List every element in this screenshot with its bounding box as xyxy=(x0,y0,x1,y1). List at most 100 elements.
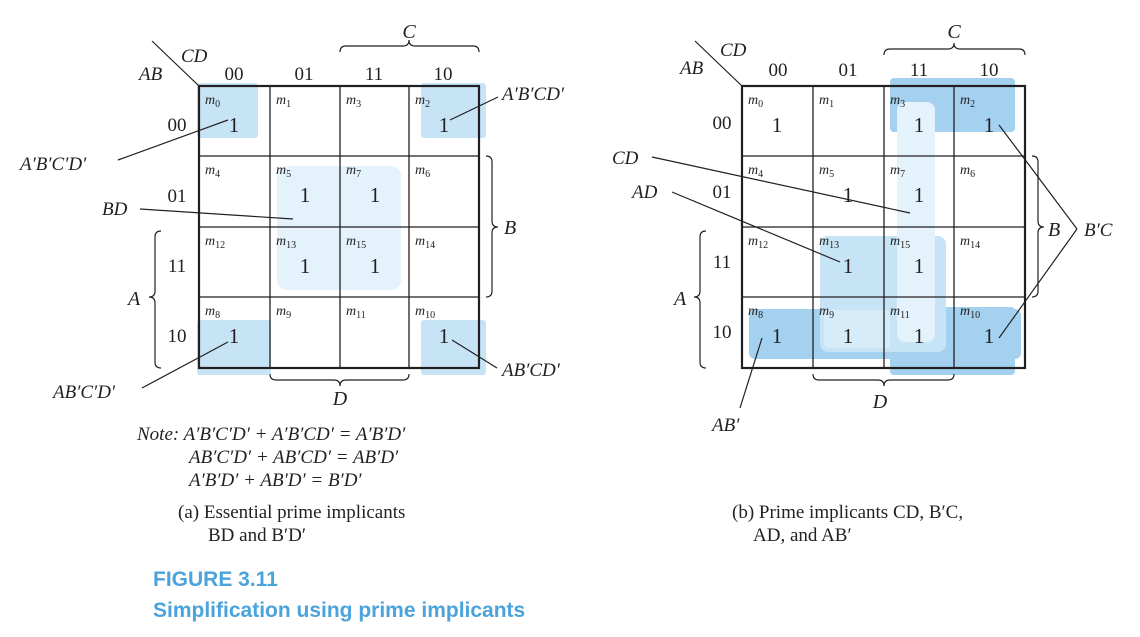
caption-b-line-1: (b) Prime implicants CD, B′C, xyxy=(732,502,963,523)
brace-c-b xyxy=(883,42,1026,56)
leader-abpcdp xyxy=(451,339,498,369)
brace-a-b xyxy=(693,230,707,369)
brace-d-label-a: D xyxy=(332,388,348,410)
minterm-label-a-7: m6 xyxy=(415,163,430,180)
cell-value-b-13: 1 xyxy=(843,324,854,348)
group-bd-highlight xyxy=(277,166,401,290)
brace-a-a xyxy=(148,230,162,369)
col-code-b-2: 11 xyxy=(910,60,928,81)
minterm-label-a-3: m2 xyxy=(415,93,430,110)
minterm-label-a-10: m15 xyxy=(346,234,366,251)
caption-b-line-2: AD, and AB′ xyxy=(753,525,852,546)
col-code-b-1: 01 xyxy=(839,60,858,81)
leader-ad xyxy=(671,191,841,263)
brace-d-a xyxy=(269,373,410,387)
brace-d-b xyxy=(812,373,955,387)
brace-c-a xyxy=(339,39,480,53)
cell-value-a-15: 1 xyxy=(439,324,450,348)
row-code-b-2: 11 xyxy=(713,252,731,273)
cell-value-b-9: 1 xyxy=(843,254,854,278)
label-bd: BD xyxy=(102,199,128,220)
row-code-b-3: 10 xyxy=(713,322,732,343)
brace-b-label-a: B xyxy=(504,217,516,239)
highlight-groups-a xyxy=(197,83,486,375)
minterm-label-b-7: m6 xyxy=(960,163,975,180)
row-code-b-1: 01 xyxy=(713,182,732,203)
row-code-a-1: 01 xyxy=(168,186,187,207)
label-abp: AB′ xyxy=(710,415,740,436)
figure-number: FIGURE 3.11 xyxy=(153,568,278,591)
group-cd-highlight xyxy=(897,102,935,342)
corner-row-label-a: AB xyxy=(137,64,163,85)
row-code-a-0: 00 xyxy=(168,115,187,136)
cell-value-a-6: 1 xyxy=(370,183,381,207)
kmap-b-grid xyxy=(742,86,1025,368)
group-overlap-highlight xyxy=(824,310,890,348)
minterm-label-b-3: m2 xyxy=(960,93,975,110)
minterm-label-b-6: m7 xyxy=(890,163,905,180)
leader-apbpcpdp xyxy=(117,119,229,161)
cell-value-a-9: 1 xyxy=(300,254,311,278)
kmap-b-border xyxy=(740,84,1027,370)
brace-b-b xyxy=(1031,155,1045,298)
row-code-b-0: 00 xyxy=(713,113,732,134)
minterm-label-a-0: m0 xyxy=(205,93,220,110)
minterm-label-a-9: m13 xyxy=(276,234,296,251)
note-line-3: A′B′D′ + AB′D′ = B′D′ xyxy=(187,470,362,491)
cell-value-a-5: 1 xyxy=(300,183,311,207)
leader-apbpcdp xyxy=(449,96,499,121)
col-code-b-3: 10 xyxy=(980,60,999,81)
col-code-a-1: 01 xyxy=(295,64,314,85)
brace-c-label-b: C xyxy=(947,21,961,43)
minterm-label-a-8: m12 xyxy=(205,234,225,251)
highlight-groups-b xyxy=(749,78,1021,375)
minterm-label-b-11: m14 xyxy=(960,234,980,251)
minterm-label-b-12: m8 xyxy=(748,304,763,321)
leader-bpc-bottom xyxy=(998,228,1078,339)
label-ad: AD xyxy=(630,182,658,203)
leader-bd xyxy=(139,208,294,220)
cell-value-b-15: 1 xyxy=(984,324,995,348)
minterm-label-b-14: m11 xyxy=(890,304,910,321)
minterm-label-a-4: m4 xyxy=(205,163,220,180)
minterm-label-b-8: m12 xyxy=(748,234,768,251)
leader-abpcpdp xyxy=(141,341,229,389)
brace-d-label-b: D xyxy=(872,391,888,413)
figure-title: Simplification using prime implicants xyxy=(153,599,525,622)
minterm-label-b-10: m15 xyxy=(890,234,910,251)
group-m2-highlight xyxy=(421,83,486,138)
col-code-b-0: 00 xyxy=(769,60,788,81)
group-m0-highlight xyxy=(197,83,258,138)
col-code-a-3: 10 xyxy=(434,64,453,85)
leader-cd xyxy=(651,156,911,214)
caption-a-line-2: BD and B′D′ xyxy=(208,525,306,546)
corner-col-label-a: CD xyxy=(181,46,208,67)
minterm-label-b-4: m4 xyxy=(748,163,763,180)
minterm-label-a-11: m14 xyxy=(415,234,435,251)
brace-a-label-b: A xyxy=(672,288,687,310)
row-code-a-3: 10 xyxy=(168,326,187,347)
minterm-label-a-13: m9 xyxy=(276,304,291,321)
cell-value-a-3: 1 xyxy=(439,113,450,137)
cell-value-a-12: 1 xyxy=(229,324,240,348)
label-cd: CD xyxy=(612,148,639,169)
minterm-label-a-5: m5 xyxy=(276,163,291,180)
brace-b-label-b: B xyxy=(1048,219,1060,241)
minterm-label-a-14: m11 xyxy=(346,304,366,321)
cell-value-b-2: 1 xyxy=(914,113,925,137)
cell-value-b-12: 1 xyxy=(772,324,783,348)
label-apbpcpdp: A′B′C′D′ xyxy=(18,154,87,175)
cell-value-b-10: 1 xyxy=(914,254,925,278)
minterm-label-a-12: m8 xyxy=(205,304,220,321)
cell-value-b-14: 1 xyxy=(914,324,925,348)
cell-value-b-6: 1 xyxy=(914,183,925,207)
corner-row-label-b: AB xyxy=(678,58,704,79)
label-abpcdp: AB′CD′ xyxy=(500,360,561,381)
col-code-a-2: 11 xyxy=(365,64,383,85)
brace-a-label-a: A xyxy=(126,288,141,310)
minterm-label-a-15: m10 xyxy=(415,304,435,321)
